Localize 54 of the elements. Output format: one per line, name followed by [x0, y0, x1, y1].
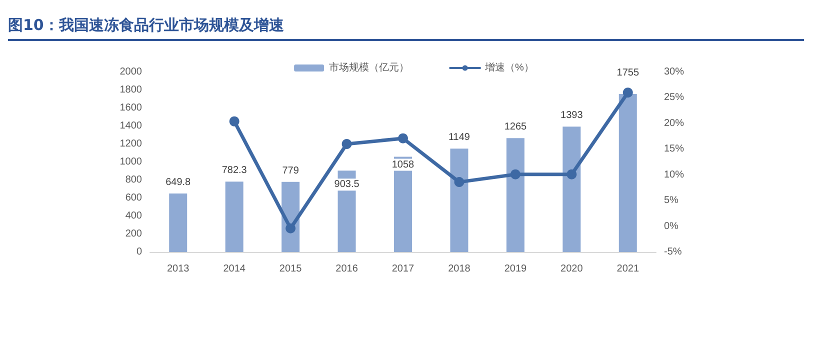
point	[454, 177, 464, 188]
point	[398, 133, 408, 144]
y2-tick-label: 15%	[664, 144, 684, 155]
y-tick-label: 600	[125, 192, 142, 204]
point	[286, 223, 296, 234]
bar	[562, 126, 581, 252]
bar	[225, 182, 244, 252]
y-tick-label: 800	[125, 174, 142, 186]
y-tick-label: 1000	[120, 156, 142, 168]
y2-tick-label: 20%	[664, 118, 684, 129]
bar	[450, 148, 468, 252]
x-tick-label: 2016	[336, 264, 358, 274]
y-tick-label: 1200	[120, 138, 142, 150]
y2-tick-label: 5%	[664, 195, 679, 206]
point	[229, 116, 240, 126]
y2-tick-label: 30%	[664, 66, 684, 78]
x-tick-label: 2018	[448, 264, 471, 274]
y-tick-label: 1800	[120, 84, 142, 96]
data-label: 903.5	[334, 179, 360, 190]
x-tick-label: 2020	[560, 264, 584, 274]
point	[566, 169, 577, 180]
data-label: 782.3	[222, 165, 248, 176]
y2-tick-label: -5%	[664, 246, 682, 258]
data-label: 1393	[560, 110, 584, 122]
x-tick-label: 2019	[504, 264, 528, 274]
point	[622, 88, 633, 98]
x-tick-label: 2013	[166, 264, 190, 274]
y2-tick-label: 25%	[664, 92, 684, 104]
x-tick-label: 2017	[392, 264, 415, 274]
legend-label: 增速（%）	[484, 62, 534, 74]
data-label: 1149	[448, 132, 470, 144]
y2-tick-label: 0%	[664, 220, 679, 232]
y-tick-label: 0	[136, 246, 142, 258]
bar	[169, 194, 188, 252]
y-tick-label: 1400	[120, 120, 142, 132]
y-tick-label: 400	[125, 210, 142, 222]
bar	[506, 138, 524, 252]
x-tick-label: 2021	[616, 264, 640, 274]
data-label: 649.8	[166, 177, 192, 188]
x-tick-label: 2015	[279, 264, 302, 274]
point	[342, 139, 352, 149]
point	[510, 169, 520, 180]
bar	[618, 94, 637, 252]
data-label: 1058	[392, 159, 415, 170]
chart-title: 图10：我国速冻食品行业市场规模及增速	[8, 16, 804, 41]
data-label: 1265	[504, 122, 528, 133]
legend-label: 市场规模（亿元）	[329, 62, 410, 74]
data-label: 779	[282, 165, 300, 176]
y2-tick-label: 10%	[664, 169, 684, 180]
y-tick-label: 1600	[120, 102, 142, 114]
x-tick-label: 2014	[223, 264, 246, 274]
data-label: 1755	[616, 68, 640, 79]
y-tick-label: 200	[125, 228, 142, 240]
y-tick-label: 2000	[120, 66, 142, 78]
